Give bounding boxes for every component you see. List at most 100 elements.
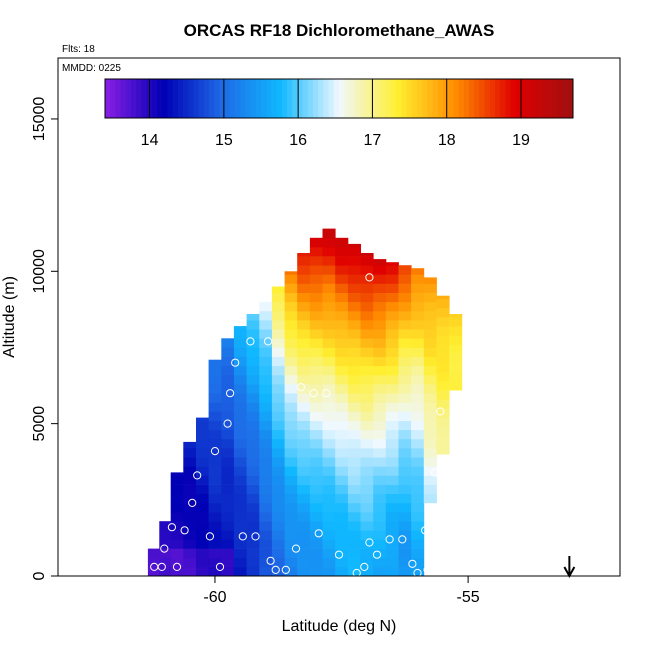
heatmap-cell (335, 256, 349, 266)
sample-point (264, 337, 273, 346)
heatmap-cell (196, 548, 210, 559)
heatmap-cell (208, 484, 222, 495)
heatmap-cell (398, 429, 412, 440)
heatmap-cell (335, 347, 349, 357)
heatmap-cell (196, 512, 210, 522)
heatmap-cell (347, 384, 361, 394)
heatmap-cell (297, 253, 311, 257)
heatmap-cell (284, 320, 298, 330)
heatmap-cell (398, 365, 412, 376)
colorbar-segment (469, 79, 475, 118)
y-tick-label: 0 (31, 571, 48, 580)
heatmap-cell (259, 429, 273, 440)
colorbar-frame (104, 78, 574, 119)
heatmap-cell (208, 502, 222, 513)
heatmap-cell (271, 393, 285, 403)
heatmap-cell (436, 381, 450, 391)
heatmap-cell (360, 329, 374, 339)
heatmap-cell (436, 362, 450, 373)
sample-point (215, 562, 225, 572)
heatmap-cell (385, 338, 399, 348)
colorbar-segment (536, 79, 543, 118)
heatmap-cell (183, 484, 197, 495)
heatmap-cell (183, 566, 197, 577)
heatmap-cell (309, 530, 323, 540)
heatmap-cell (398, 402, 412, 412)
heatmap-cell (411, 347, 425, 357)
heatmap-cell (347, 402, 361, 412)
colorbar-segment (474, 79, 480, 118)
heatmap-cell (347, 448, 361, 458)
heatmap-cell (196, 429, 210, 440)
heatmap-cell (322, 466, 336, 476)
heatmap-cell (373, 301, 387, 312)
heatmap-cell (335, 411, 349, 421)
heatmap-cell (373, 548, 387, 559)
sample-point (413, 568, 422, 578)
heatmap-cell (159, 566, 172, 577)
heatmap-cell (385, 292, 399, 303)
heatmap-cell (335, 338, 349, 348)
heatmap-cell (385, 384, 399, 394)
heatmap-cell (259, 502, 273, 513)
heatmap-cell (233, 448, 247, 458)
colorbar-segment (188, 79, 194, 118)
colorbar-segment (427, 79, 434, 118)
colorbar-segment (531, 79, 538, 118)
heatmap-cell (284, 548, 298, 559)
heatmap-cell (297, 356, 311, 367)
heatmap-cell (347, 356, 361, 367)
heatmap-cell (259, 356, 273, 367)
heatmap-cell (373, 493, 387, 504)
colorbar-segment (453, 79, 460, 118)
heatmap-cell (170, 484, 184, 495)
colorbar-segment (443, 79, 449, 118)
heatmap-cell (170, 502, 184, 513)
heatmap-cell (297, 411, 311, 421)
heatmap-cell (347, 393, 361, 403)
heatmap-cell (221, 530, 235, 540)
heatmap-cell (297, 475, 311, 485)
colorbar-segment (198, 79, 205, 118)
colorbar-segment (557, 79, 564, 118)
heatmap-cell (449, 353, 463, 364)
heatmap-cell (233, 557, 247, 568)
heatmap-cell (373, 502, 387, 513)
heatmap-cell (221, 429, 235, 440)
heatmap-cell (309, 310, 323, 321)
down-arrow-icon (563, 556, 576, 579)
heatmap-cell (398, 347, 412, 357)
heatmap-cell (221, 484, 235, 495)
heatmap-cell (183, 448, 197, 458)
heatmap-cell (373, 329, 387, 339)
heatmap-cell (385, 420, 399, 431)
sample-point (193, 471, 202, 480)
colorbar-segment (411, 79, 418, 118)
heatmap-cell (436, 390, 450, 400)
heatmap-cell (347, 283, 361, 293)
colorbar-segment (276, 79, 283, 118)
heatmap-cell (297, 530, 311, 540)
heatmap-cell (309, 566, 323, 577)
heatmap-cell (183, 512, 197, 522)
heatmap-cell (398, 502, 412, 513)
heatmap-cell (360, 256, 374, 266)
heatmap-cell (297, 521, 311, 531)
heatmap-cell (309, 365, 323, 376)
heatmap-cell (449, 317, 463, 327)
heatmap-cell (208, 566, 222, 577)
heatmap-cell (335, 329, 349, 339)
colorbar-segment (162, 79, 168, 118)
heatmap-cell (411, 512, 425, 522)
heatmap-cell (284, 347, 298, 357)
heatmap-cell (309, 466, 323, 476)
heatmap-cell (398, 374, 412, 385)
colorbar-segment (240, 79, 246, 118)
heatmap-cell (271, 374, 285, 385)
sample-point (157, 562, 166, 572)
heatmap-cell (335, 539, 349, 549)
heatmap-cell (347, 292, 361, 303)
colorbar-segment (131, 79, 137, 118)
heatmap-cell (271, 438, 285, 449)
heatmap-cell (271, 356, 285, 367)
